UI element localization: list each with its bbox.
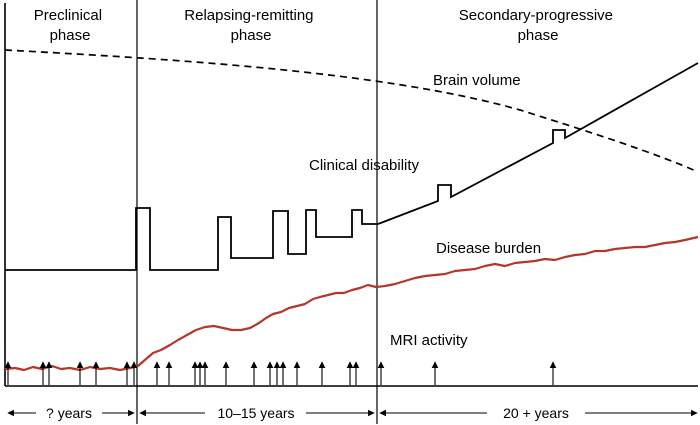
disease-burden-label: Disease burden bbox=[436, 240, 541, 257]
clinical-disability-label: Clinical disability bbox=[309, 157, 420, 174]
duration-label-preclinical: ? years bbox=[46, 405, 92, 421]
phase-label-relapsing-remitting: Relapsing-remitting phase bbox=[184, 7, 317, 44]
clinical-disability-curve bbox=[5, 62, 699, 271]
brain-volume-curve bbox=[4, 49, 699, 173]
duration-label-relapsing-remitting: 10–15 years bbox=[217, 405, 294, 421]
phase-label-secondary-progressive: Secondary-progressive phase bbox=[459, 7, 617, 44]
duration-label-secondary-progressive: 20 + years bbox=[503, 405, 569, 421]
brain-volume-label: Brain volume bbox=[433, 72, 521, 89]
mri-activity-label: MRI activity bbox=[390, 332, 468, 349]
disease-burden-curve bbox=[4, 235, 699, 372]
phase-label-preclinical: Preclinical phase bbox=[34, 7, 107, 44]
mri-activity-arrows bbox=[4, 361, 557, 385]
